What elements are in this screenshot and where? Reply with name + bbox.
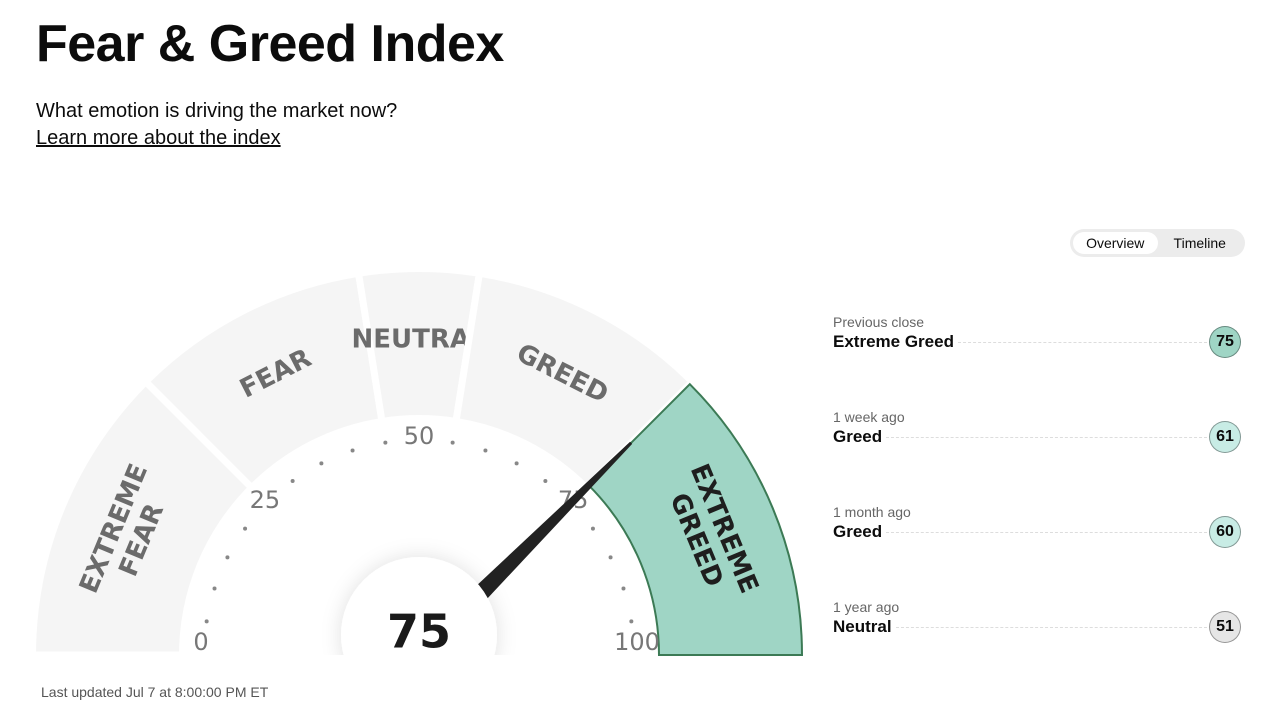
history-score: 51 (1209, 611, 1241, 643)
last-updated: Last updated Jul 7 at 8:00:00 PM ET (41, 684, 269, 700)
history-row: 1 year ago Neutral 51 (833, 597, 1241, 692)
scale-dot (350, 448, 355, 453)
scale-dot (514, 461, 519, 466)
history-line: Greed 61 (833, 421, 1241, 453)
view-tabs: Overview Timeline (1070, 229, 1245, 257)
dial-cover (319, 655, 519, 690)
history-period: Previous close (833, 314, 925, 330)
scale-dot (543, 479, 548, 484)
gauge-segment (359, 272, 479, 418)
history-rating: Greed (833, 427, 883, 446)
gauge-segment (36, 384, 250, 655)
gauge-value: 75 (387, 605, 451, 659)
leader-line (957, 341, 1207, 343)
history-rating: Neutral (833, 617, 892, 636)
leader-line (886, 531, 1207, 533)
scale-dot (290, 479, 295, 484)
tab[interactable]: Overview (1073, 232, 1158, 254)
scale-dot (608, 555, 613, 560)
leader-line (886, 436, 1207, 438)
scale-dot (590, 526, 595, 531)
learn-more-link[interactable]: Learn more about the index (36, 127, 281, 149)
scale-dot (212, 586, 217, 591)
scale-label: 0 (193, 628, 208, 656)
scale-dot (383, 440, 388, 445)
history-line: Neutral 51 (833, 611, 1241, 643)
history-line: Extreme Greed 75 (833, 326, 1241, 358)
leader-line (895, 626, 1207, 628)
scale-label: 100 (614, 628, 660, 656)
scale-dot (450, 440, 455, 445)
gauge-segment (148, 276, 382, 486)
scale-dot (621, 586, 626, 591)
scale-label: 25 (250, 486, 281, 514)
scale-dot (243, 526, 248, 531)
history-line: Greed 60 (833, 516, 1241, 548)
gauge-segment (456, 276, 690, 486)
scale-label: 50 (404, 422, 435, 450)
history-list: Previous close Extreme Greed 75 1 week ago G… (833, 312, 1241, 692)
history-score: 60 (1209, 516, 1241, 548)
history-period: 1 week ago (833, 409, 905, 425)
history-row: Previous close Extreme Greed 75 (833, 312, 1241, 407)
history-row: 1 month ago Greed 60 (833, 502, 1241, 597)
subtitle: What emotion is driving the market now? (36, 100, 398, 122)
scale-dot (225, 555, 230, 560)
history-period: 1 month ago (833, 504, 911, 520)
history-rating: Extreme Greed (833, 332, 954, 351)
scale-dot (204, 619, 209, 624)
history-row: 1 week ago Greed 61 (833, 407, 1241, 502)
history-rating: Greed (833, 522, 883, 541)
history-score: 61 (1209, 421, 1241, 453)
scale-dot (483, 448, 488, 453)
scale-dot (319, 461, 324, 466)
gauge-needle (462, 441, 633, 612)
gauge-segment (587, 382, 804, 656)
page-title: Fear & Greed Index (36, 15, 504, 73)
history-period: 1 year ago (833, 599, 900, 615)
tab[interactable]: Timeline (1173, 235, 1226, 251)
history-score: 75 (1209, 326, 1241, 358)
scale-dot (629, 619, 634, 624)
